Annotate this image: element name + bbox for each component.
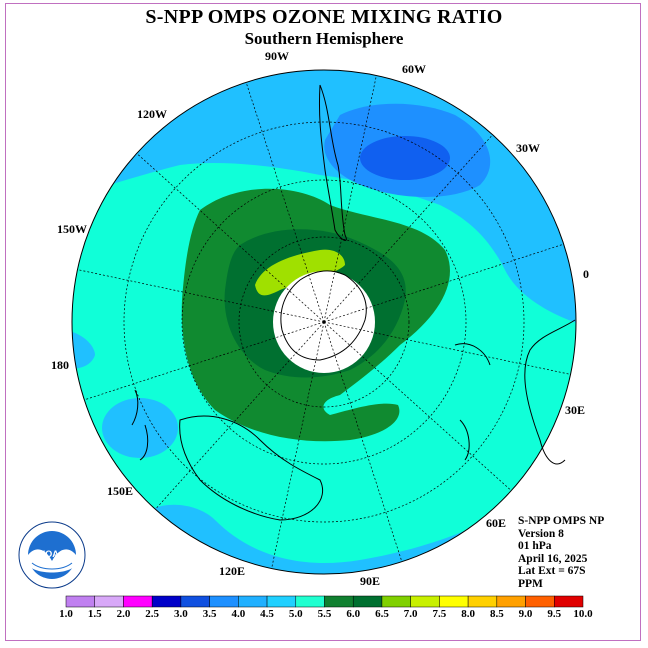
meridian-lines	[77, 75, 571, 569]
meridian-30E	[323, 321, 512, 491]
meridian-60W	[323, 134, 493, 323]
logo-text: NOAA	[39, 549, 66, 559]
lon-label-180: 180	[51, 358, 69, 372]
colorbar-swatch	[180, 595, 210, 608]
colorbar-swatch	[94, 595, 124, 608]
coast-australia	[179, 415, 323, 521]
coast-south-atlantic	[454, 343, 491, 366]
lat-circle-outer	[123, 121, 525, 523]
info-date: April 16, 2025	[518, 552, 588, 565]
colorbar-swatch	[65, 595, 95, 608]
lat-circle-middle	[181, 179, 467, 465]
colorbar-label: 8.0	[461, 608, 475, 620]
info-units: PPM	[518, 577, 543, 590]
lon-label-90E: 90E	[360, 574, 380, 588]
colorbar-label: 8.5	[489, 608, 504, 620]
figure-frame	[5, 3, 641, 641]
region-light-blue-west	[72, 330, 95, 369]
lon-label-60W: 60W	[402, 62, 426, 76]
meridian-90E	[271, 321, 325, 569]
colorbar-label: 1.0	[59, 608, 73, 620]
colorbar-swatch	[324, 595, 354, 608]
colorbar-swatch	[209, 595, 239, 608]
colorbar-label: 2.5	[145, 608, 160, 620]
colorbar-label: 4.5	[260, 608, 274, 620]
coast-africa	[524, 319, 576, 465]
info-lat-ext: Lat Ext = 67S	[518, 565, 586, 578]
meridian-60E	[323, 321, 403, 562]
colorbar-label: 4.0	[231, 608, 246, 620]
colorbar-swatch	[439, 595, 469, 608]
colorbar-swatch	[151, 595, 182, 608]
colorbar-label: 9.5	[547, 608, 562, 620]
meridian-0	[323, 321, 571, 375]
info-instrument: S-NPP OMPS NP	[518, 515, 605, 527]
colorbar-swatch	[525, 595, 555, 608]
map-boundary	[71, 69, 577, 575]
lon-label-30W: 30W	[516, 141, 540, 155]
colorbar-label: 6.5	[375, 608, 389, 620]
colorbar-label: 6.0	[346, 608, 361, 620]
region-yellow-green	[255, 249, 345, 296]
meridian-150W	[136, 153, 325, 323]
colorbar-label: 7.0	[403, 608, 418, 620]
lon-label-0: 0	[583, 267, 589, 281]
colorbar-label: 3.5	[202, 608, 217, 620]
lon-label-30E: 30E	[565, 403, 585, 417]
colorbar-swatch	[238, 595, 268, 608]
coast-madagascar	[459, 419, 470, 461]
info-level: 01 hPa	[518, 540, 552, 553]
latitude-circles	[123, 121, 525, 523]
info-version: Version 8	[518, 527, 564, 540]
colorbar-label: 9.0	[518, 608, 533, 620]
lon-label-120E: 120E	[219, 564, 245, 578]
colorbar-swatch	[295, 595, 325, 608]
colorbar-swatch	[266, 595, 297, 608]
colorbar-label: 1.5	[87, 608, 102, 620]
colorbar-swatch	[554, 595, 584, 608]
lon-label-90W: 90W	[265, 49, 289, 63]
meridian-90W	[323, 75, 377, 323]
colorbar-swatch	[381, 595, 411, 608]
coast-antarctica	[280, 270, 367, 361]
longitude-labels: 90W 60W 30W 0 30E 60E 90E 120E 150E 180 150W 120W	[51, 49, 589, 588]
colorbar-label: 3.0	[174, 608, 188, 620]
meridian-120E	[155, 321, 325, 510]
coast-new-zealand	[131, 389, 149, 461]
lon-label-150W: 150W	[57, 222, 87, 236]
meridian-120W	[245, 82, 325, 323]
colorbar	[65, 595, 584, 608]
region-dark-blue	[360, 136, 450, 180]
map-title: S-NPP OMPS OZONE MIXING RATIO	[145, 6, 503, 28]
meridian-180	[77, 269, 325, 323]
meridian-30W	[323, 243, 564, 323]
colorbar-label: 10.0	[573, 608, 593, 620]
lat-circle-inner	[238, 236, 410, 408]
colorbar-label: 2.0	[116, 608, 131, 620]
colorbar-label: 5.5	[317, 608, 332, 620]
noaa-logo: NOAA	[18, 521, 86, 589]
region-light-blue-blob	[102, 398, 178, 458]
colorbar-swatch	[123, 595, 153, 608]
colorbar-label: 5.0	[288, 608, 303, 620]
coast-south-america	[318, 84, 347, 241]
colorbar-swatch	[410, 595, 440, 608]
lon-label-60E: 60E	[486, 516, 506, 530]
info-block: S-NPP OMPS NP Version 8 01 hPa April 16,…	[518, 515, 604, 591]
lon-label-150E: 150E	[107, 484, 133, 498]
map-subtitle: Southern Hemisphere	[244, 29, 404, 48]
colorbar-swatch	[352, 595, 383, 608]
lon-label-120W: 120W	[137, 107, 167, 121]
colorbar-label: 7.5	[432, 608, 447, 620]
colorbar-swatch	[496, 595, 526, 608]
colorbar-swatch	[467, 595, 498, 608]
coastlines	[131, 84, 576, 521]
